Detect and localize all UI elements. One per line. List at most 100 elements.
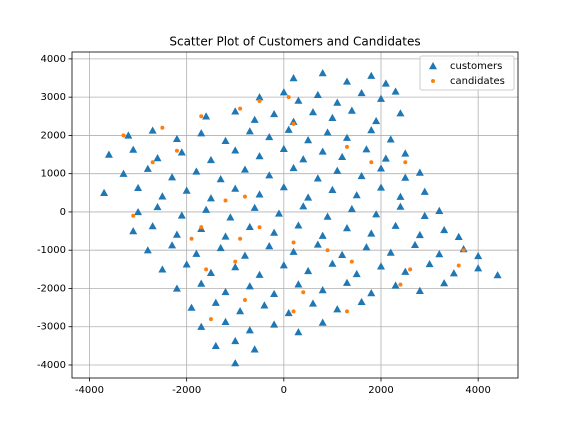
marks-layer: [100, 69, 502, 367]
triangle-marker: [425, 259, 434, 268]
triangle-marker: [367, 126, 376, 134]
triangle-marker: [304, 193, 313, 201]
triangle-marker: [255, 270, 264, 278]
triangle-marker: [396, 192, 405, 200]
triangle-marker: [308, 299, 317, 307]
y-tick-label: -1000: [37, 245, 66, 256]
circle-marker: [242, 194, 247, 199]
triangle-marker: [231, 146, 240, 154]
circle-marker: [344, 144, 349, 149]
triangle-marker: [231, 263, 240, 271]
triangle-marker: [236, 307, 245, 315]
circle-marker: [233, 259, 238, 264]
triangle-marker: [328, 113, 337, 122]
triangle-marker: [318, 231, 327, 239]
triangle-marker: [401, 267, 410, 275]
triangle-marker: [357, 171, 366, 180]
triangle-marker: [134, 183, 143, 192]
triangle-marker: [231, 336, 240, 345]
axes-layer: -4000 -2000 0 2000 4000 -4000 -3000 -2000 -1000 0…: [37, 54, 491, 396]
triangle-marker: [313, 240, 322, 248]
y-tick-label: 1000: [41, 169, 66, 180]
triangle-marker: [202, 205, 211, 213]
circle-marker: [301, 290, 306, 295]
circle-marker: [131, 213, 136, 218]
triangle-marker: [172, 134, 181, 143]
circle-marker: [174, 148, 179, 153]
triangle-marker: [367, 71, 376, 79]
triangle-marker: [270, 228, 279, 236]
triangle-marker: [401, 149, 410, 157]
legend: customers candidates: [419, 55, 515, 91]
y-tick-label: -4000: [37, 360, 66, 371]
triangle-marker: [435, 206, 444, 214]
triangle-marker: [211, 341, 220, 350]
circle-marker: [257, 225, 262, 230]
triangle-marker: [240, 165, 249, 173]
triangle-marker: [323, 212, 332, 220]
triangle-marker: [124, 131, 133, 139]
circle-marker: [257, 98, 262, 103]
triangle-marker: [245, 326, 254, 334]
triangle-marker: [143, 164, 152, 172]
triangle-marker: [367, 289, 376, 297]
chart-title: Scatter Plot of Customers and Candidates: [169, 35, 420, 49]
triangle-marker: [294, 280, 303, 288]
triangle-marker: [338, 152, 347, 161]
triangle-marker: [401, 173, 410, 181]
circle-marker: [223, 198, 228, 203]
triangle-marker: [240, 251, 249, 259]
triangle-marker: [279, 88, 288, 96]
triangle-marker: [313, 174, 322, 182]
circle-marker: [291, 240, 296, 245]
triangle-marker: [318, 69, 327, 77]
triangle-marker: [221, 136, 230, 144]
triangle-marker: [265, 241, 274, 250]
triangle-marker: [420, 187, 429, 195]
circle-marker: [160, 125, 165, 130]
y-tick-label: 2000: [41, 130, 66, 141]
circle-marker: [344, 309, 349, 314]
triangle-marker: [197, 129, 206, 137]
triangle-marker: [129, 227, 138, 235]
triangle-marker: [197, 322, 206, 330]
triangle-marker: [129, 145, 138, 153]
triangle-marker: [304, 266, 313, 275]
triangle-marker: [192, 249, 201, 257]
triangle-marker: [279, 144, 288, 153]
triangle-marker: [182, 186, 191, 194]
circle-marker: [431, 79, 435, 83]
triangle-marker: [255, 93, 264, 101]
triangle-marker: [187, 303, 196, 311]
triangle-marker: [338, 250, 347, 258]
triangle-marker: [449, 269, 458, 277]
triangle-marker: [357, 297, 366, 306]
triangle-marker: [411, 240, 420, 249]
triangle-marker: [391, 281, 400, 289]
triangle-marker: [333, 305, 342, 313]
triangle-marker: [177, 211, 186, 219]
x-tick-label: 4000: [465, 385, 490, 396]
circle-marker: [325, 248, 330, 253]
circle-marker: [398, 282, 403, 287]
triangle-marker: [391, 221, 400, 229]
triangle-marker: [294, 328, 303, 336]
triangle-marker: [289, 163, 298, 172]
triangle-marker: [221, 232, 230, 240]
triangle-marker: [270, 289, 279, 298]
triangle-marker: [143, 246, 152, 254]
circle-marker: [150, 160, 155, 165]
triangle-marker: [454, 232, 463, 241]
triangle-marker: [328, 259, 337, 267]
triangle-marker: [119, 169, 128, 177]
x-tick-label: -4000: [75, 385, 104, 396]
x-tick-label: -2000: [172, 385, 201, 396]
triangle-marker: [226, 213, 235, 221]
triangle-marker: [323, 128, 332, 136]
circle-marker: [199, 225, 204, 230]
triangle-marker: [245, 282, 254, 290]
triangle-marker: [347, 106, 356, 114]
triangle-marker: [245, 127, 254, 135]
triangle-marker: [372, 116, 381, 125]
